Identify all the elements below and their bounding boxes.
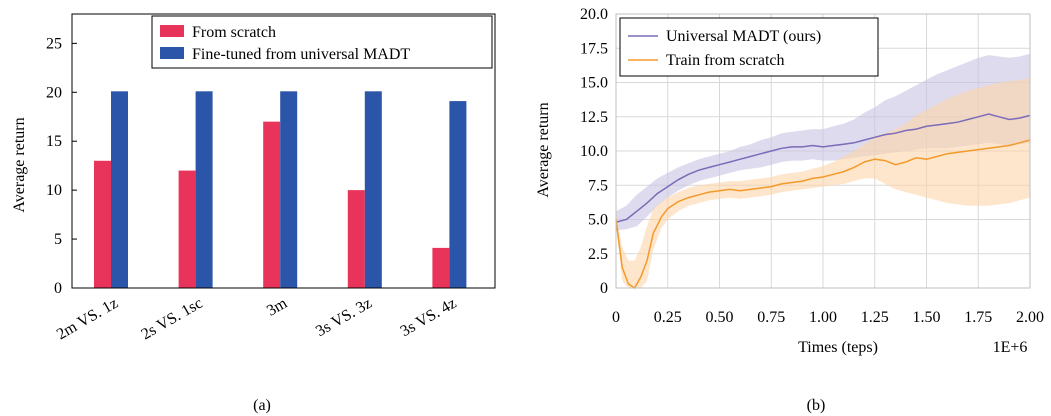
band-universal-madt <box>616 53 1030 231</box>
line-chart-b-xlabel: Times (teps) <box>798 339 878 356</box>
line-universal-madt <box>615 113 1031 223</box>
line-chart-b-axes: 0 0.25 0.50 0.75 1.00 1.25 1.50 1.75 2.00 0 2.5 5.0… <box>580 6 1044 326</box>
line-chart-b-ytick-label: 2.5 <box>588 246 608 263</box>
bar-from-scratch <box>263 121 281 289</box>
line-chart-b-ytick-label: 10.0 <box>580 143 608 160</box>
line-chart-b-ylabel: Average return <box>535 102 552 197</box>
line-chart-b-xtick-label: 1.75 <box>964 309 992 326</box>
bar-chart-a-xtick-label: 3s VS. 3z <box>313 295 375 340</box>
bar-from-scratch <box>178 170 196 288</box>
bar-from-scratch <box>94 160 111 288</box>
band-train-from-scratch <box>616 78 1030 289</box>
line-train-from-scratch <box>615 139 1031 290</box>
line-chart-b-ytick-label: 20.0 <box>580 6 608 23</box>
bar-chart-a-xtick-label: 3m <box>264 294 291 319</box>
line-chart-b-ytick-label: 15.0 <box>580 75 608 92</box>
line-chart-b-frame <box>615 13 1031 289</box>
line-chart-b: 0 0.25 0.50 0.75 1.00 1.25 1.50 1.75 2.00 0 2.5 5.0… <box>535 6 1044 414</box>
bar-fine-tuned <box>449 101 467 288</box>
line-chart-b-ytick-label: 5.0 <box>588 212 608 229</box>
bar-chart-a-ytick-label: 10 <box>46 182 62 199</box>
bar-chart-a-xtick-label: 2s VS. 1sc <box>138 295 205 344</box>
line-chart-b-xtick-label: 0.75 <box>757 309 785 326</box>
line-chart-b-lines <box>615 113 1031 290</box>
bar-chart-a-legend: From scratch Fine-tuned from universal MA… <box>151 15 493 69</box>
bar-chart-a-ytick-label: 15 <box>46 133 62 150</box>
bar-chart-a-bars <box>94 91 467 289</box>
legend-swatch <box>160 47 184 59</box>
bar-from-scratch <box>347 190 365 288</box>
line-chart-b-bands <box>616 53 1030 289</box>
line-chart-b-xtick-label: 0.50 <box>706 309 734 326</box>
line-chart-b-ytick-label: 12.5 <box>580 109 608 126</box>
bar-chart-a-xtick-label: 3s VS. 4z <box>398 295 460 340</box>
line-chart-b-ytick-label: 0 <box>600 280 608 297</box>
legend-label: From scratch <box>192 24 276 41</box>
bar-fine-tuned <box>195 91 213 288</box>
bar-from-scratch <box>432 247 450 288</box>
line-chart-b-ytick-label: 7.5 <box>588 177 608 194</box>
bar-fine-tuned <box>111 91 128 288</box>
bar-chart-a: 0 5 10 15 20 25 2m VS. 1z 2s VS. 1sc 3m 3s VS. 3z… <box>11 13 496 414</box>
legend-swatch <box>160 25 184 37</box>
line-chart-b-caption: (b) <box>807 397 826 414</box>
bar-chart-a-ylabel: Average return <box>11 117 28 212</box>
line-chart-b-xtick-label: 0 <box>612 309 620 326</box>
line-chart-b-xtick-label: 0.25 <box>654 309 682 326</box>
line-chart-b-xtick-label: 1.00 <box>809 309 837 326</box>
legend-label: Universal MADT (ours) <box>666 28 821 45</box>
bar-chart-a-ytick-label: 5 <box>54 231 62 248</box>
bar-fine-tuned <box>280 91 298 288</box>
legend-label: Train from scratch <box>666 52 785 69</box>
bar-chart-a-ytick-label: 25 <box>46 35 62 52</box>
bar-chart-a-legend-box <box>151 15 493 69</box>
line-chart-b-legend-box <box>619 17 879 77</box>
bar-chart-a-caption: (a) <box>253 397 271 414</box>
bar-chart-a-frame <box>71 13 496 289</box>
line-chart-b-xtick-label: 2.00 <box>1016 309 1044 326</box>
legend-label: Fine-tuned from universal MADT <box>192 46 410 63</box>
bar-fine-tuned <box>364 91 382 288</box>
bar-chart-a-xtick-label: 2m VS. 1z <box>54 295 121 344</box>
bar-chart-a-ytick-label: 20 <box>46 84 62 101</box>
line-chart-b-xtick-label: 1.25 <box>861 309 889 326</box>
line-chart-b-legend: Universal MADT (ours) Train from scratch <box>619 17 879 77</box>
bar-chart-a-ytick-label: 0 <box>54 280 62 297</box>
line-chart-b-ytick-label: 17.5 <box>580 40 608 57</box>
line-chart-b-x-multiplier: 1E+6 <box>993 339 1028 356</box>
line-chart-b-xtick-label: 1.50 <box>913 309 941 326</box>
